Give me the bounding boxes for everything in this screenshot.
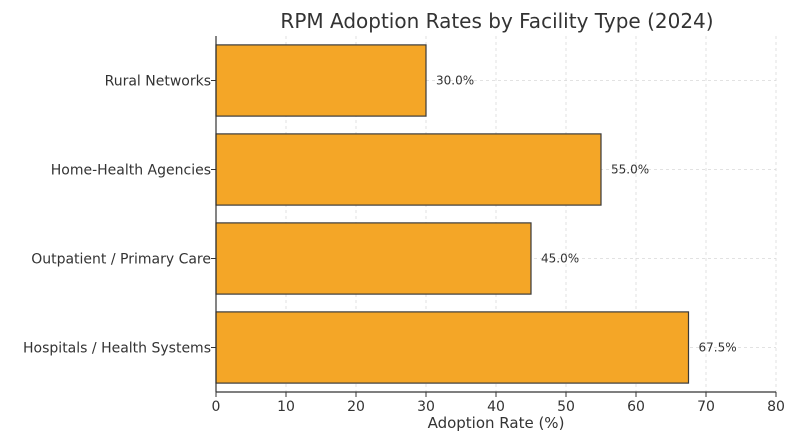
x-tick-label: 0 xyxy=(212,399,221,415)
x-tick-label: 30 xyxy=(417,399,435,415)
axes: 0 10 20 30 40 50 60 70 80 Hospitals / Health Syst… xyxy=(23,36,785,415)
y-tick-label: Outpatient / Primary Care xyxy=(31,252,211,268)
y-tick-label: Hospitals / Health Systems xyxy=(23,341,211,357)
x-tick-label: 50 xyxy=(557,399,575,415)
data-label: 67.5% xyxy=(699,341,737,355)
y-tick-label: Rural Networks xyxy=(105,74,211,90)
y-tick-label: Home-Health Agencies xyxy=(51,163,211,179)
x-tick-label: 80 xyxy=(767,399,785,415)
x-tick-label: 10 xyxy=(277,399,295,415)
data-label: 55.0% xyxy=(611,163,649,177)
chart-title: RPM Adoption Rates by Facility Type (202… xyxy=(280,9,713,33)
data-label: 30.0% xyxy=(436,74,474,88)
x-tick-label: 40 xyxy=(487,399,505,415)
bar xyxy=(215,222,532,295)
x-axis-label: Adoption Rate (%) xyxy=(428,414,565,432)
x-tick-label: 70 xyxy=(697,399,715,415)
data-label: 45.0% xyxy=(541,252,579,266)
bar xyxy=(215,44,427,117)
bar xyxy=(215,133,602,206)
bars: 67.5% 45.0% 55.0% 30.0% xyxy=(215,44,737,384)
x-tick-label: 20 xyxy=(347,399,365,415)
x-tick-label: 60 xyxy=(627,399,645,415)
bar xyxy=(215,311,690,384)
